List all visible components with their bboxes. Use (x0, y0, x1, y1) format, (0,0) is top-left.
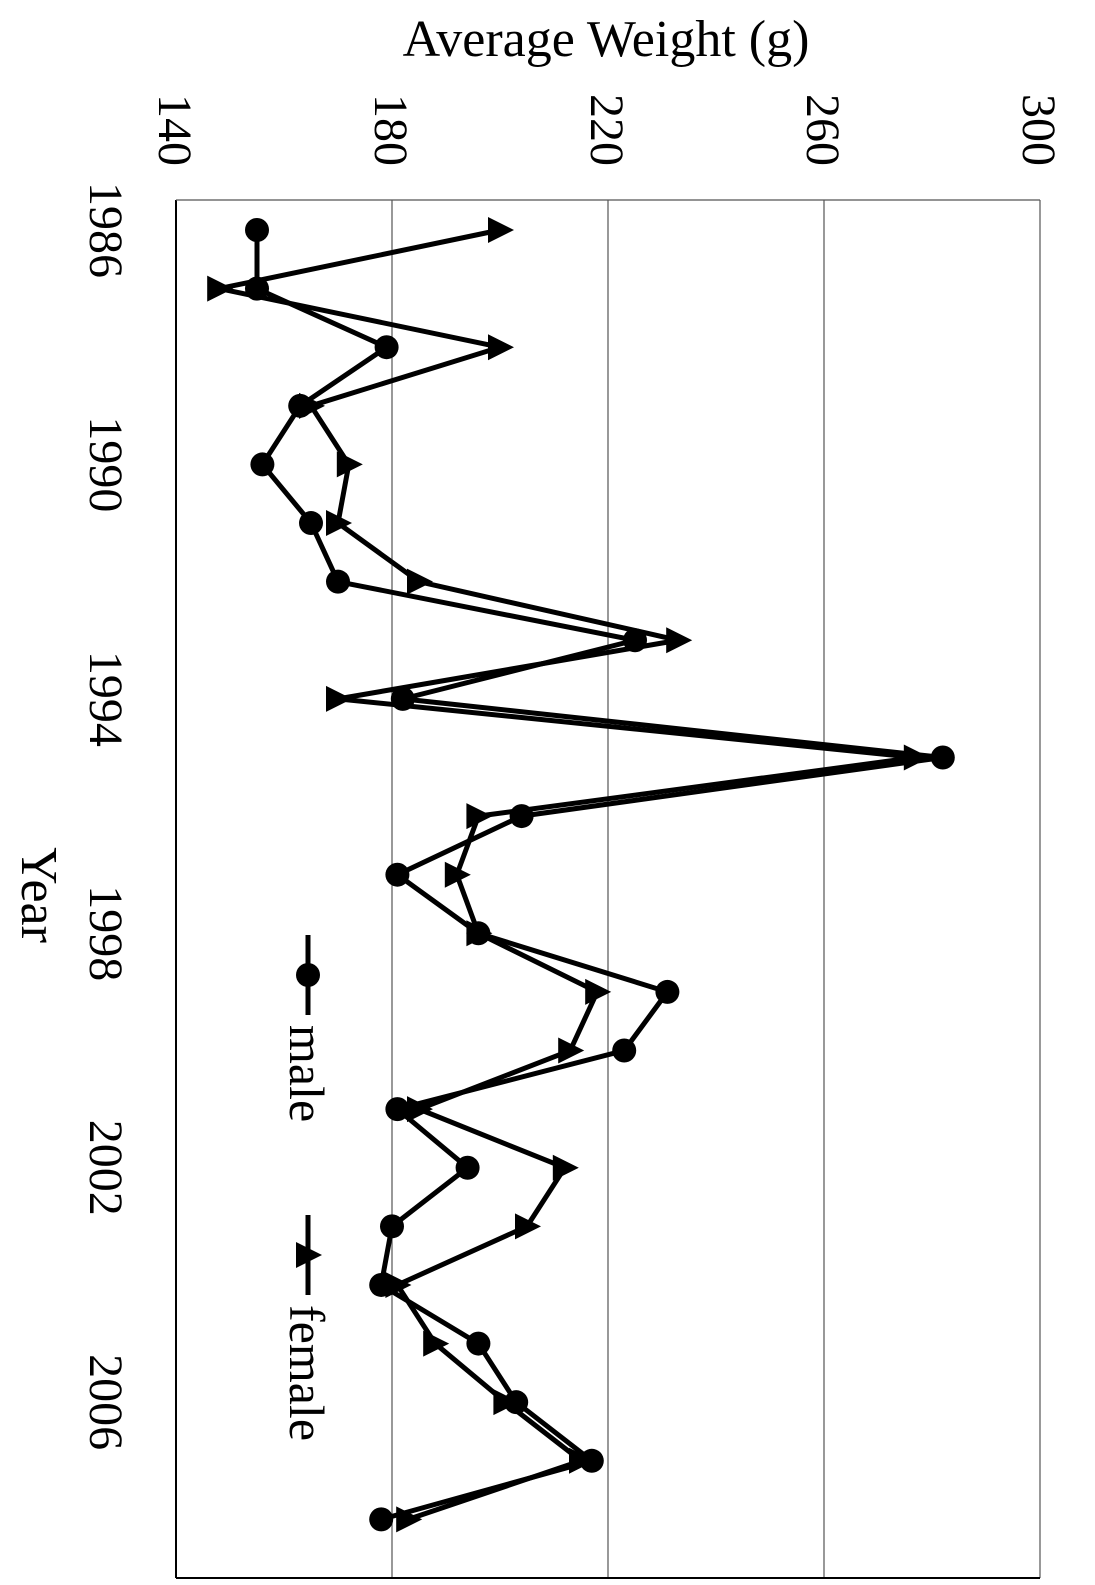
legend-label-male: male (279, 1025, 335, 1122)
data-point-male (326, 569, 350, 594)
data-point-female (558, 1037, 585, 1064)
data-point-female (326, 510, 352, 537)
data-point-male (385, 1097, 410, 1122)
gridlines (175, 200, 1041, 1578)
y-tick-label: 180 (364, 94, 417, 166)
data-point-male (655, 979, 680, 1004)
data-point-female (407, 568, 433, 595)
data-point-female (299, 392, 325, 419)
data-point-female (444, 861, 471, 888)
data-point-female (666, 627, 693, 654)
data-point-male (374, 335, 399, 360)
y-axis-title: Average Weight (g) (403, 11, 810, 68)
y-tick-label: 260 (796, 94, 849, 166)
y-tick-label: 220 (580, 94, 633, 166)
legend: male female (279, 935, 335, 1441)
legend-label-female: female (279, 1305, 335, 1441)
y-tick-labels: 140 180 220 260 300 (148, 94, 1065, 166)
data-point-female (466, 920, 493, 947)
data-point-female (515, 1213, 541, 1240)
data-point-male (245, 218, 269, 242)
axes (176, 199, 1040, 1579)
data-point-male (380, 1214, 404, 1239)
x-tick-label: 2002 (79, 1120, 132, 1216)
x-tick-labels: 1986 1990 1994 1998 2002 2006 (79, 182, 132, 1450)
data-point-female (407, 1096, 433, 1123)
data-point-female (466, 803, 493, 830)
x-tick-label: 2006 (79, 1354, 132, 1450)
data-point-female (488, 217, 514, 243)
data-point-female (423, 1330, 450, 1357)
data-point-male (930, 745, 955, 770)
data-point-female (493, 1389, 520, 1416)
data-point-female (326, 685, 352, 712)
y-tick-label: 140 (148, 94, 201, 166)
data-point-male (466, 1331, 491, 1356)
data-point-female (903, 744, 930, 771)
x-axis-title: Year (10, 847, 67, 943)
data-point-female (552, 1154, 579, 1181)
legend-item-female: female (279, 1215, 335, 1441)
series-line-male (254, 230, 944, 1522)
data-point-male (612, 1038, 637, 1063)
data-point-female (336, 451, 363, 478)
data-point-male (369, 1507, 394, 1532)
data-point-female (396, 1506, 423, 1533)
data-point-female (207, 275, 234, 302)
data-point-female (385, 1271, 412, 1298)
legend-marker-male (296, 963, 320, 987)
legend-marker-female (296, 1242, 322, 1268)
x-tick-label: 1994 (79, 651, 132, 747)
data-point-female (488, 334, 514, 361)
data-point-male (455, 1155, 480, 1180)
series-female (207, 217, 930, 1533)
y-tick-label: 300 (1012, 94, 1065, 166)
x-tick-label: 1998 (79, 885, 132, 981)
data-point-female (569, 1447, 595, 1474)
series (207, 217, 955, 1533)
series-male (245, 218, 955, 1532)
data-point-male (250, 452, 275, 477)
x-tick-label: 1990 (79, 416, 132, 512)
x-tick-label: 1986 (79, 182, 132, 278)
data-point-female (585, 978, 612, 1005)
legend-item-male: male (279, 935, 335, 1122)
data-point-male (299, 511, 323, 536)
data-point-male (385, 862, 410, 887)
